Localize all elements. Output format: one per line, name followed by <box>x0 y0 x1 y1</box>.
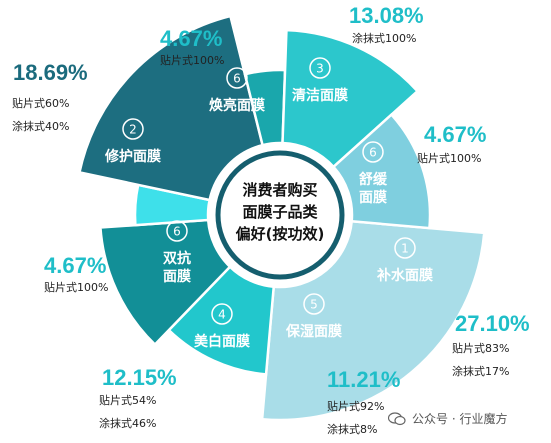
value-label-huanLiang: 4.67% <box>160 26 223 51</box>
pie-slice-1 <box>260 219 486 422</box>
rank-number: 6 <box>173 225 181 239</box>
detail-xiuHu-2: 涂抹式40% <box>12 120 70 133</box>
pie-slice-7 <box>281 28 420 169</box>
slice-name: 焕亮面膜 <box>209 97 265 114</box>
pie-slice-5 <box>77 14 265 202</box>
center-disk <box>210 145 350 285</box>
center-ring <box>215 150 345 280</box>
detail-meiBai-2: 涂抹式46% <box>99 417 157 430</box>
slice-name: 清洁面膜 <box>292 87 348 104</box>
wechat-icon <box>388 411 406 425</box>
detail-huanLiang-1: 贴片式100% <box>160 54 225 67</box>
rank-badge <box>394 237 416 259</box>
rank-badge <box>122 118 144 140</box>
center-title-line: 偏好(按功效) <box>236 225 325 243</box>
slice-name: 舒缓 <box>359 171 388 188</box>
detail-shuangKang-1: 贴片式100% <box>44 281 109 294</box>
rank-number: 4 <box>218 308 226 322</box>
value-label-shuHuan: 4.67% <box>424 122 487 147</box>
value-label-shuangKang: 4.67% <box>44 253 107 278</box>
detail-buShui-2: 涂抹式17% <box>452 365 510 378</box>
value-label-baoShi: 11.21% <box>327 367 401 392</box>
rank-badge <box>166 220 188 242</box>
slice-name: 美白面膜 <box>194 333 250 350</box>
slice-name: 补水面膜 <box>376 267 433 284</box>
detail-qingJie-1: 涂抹式100% <box>352 32 417 45</box>
rank-number: 6 <box>369 146 377 160</box>
detail-baoShi-1: 贴片式92% <box>327 400 385 413</box>
pie-slice-3 <box>99 218 232 347</box>
value-label-qingJie: 13.08% <box>349 3 424 28</box>
slice-name: 双抗 <box>163 250 191 267</box>
slice-name: 面膜 <box>359 189 387 206</box>
detail-xiuHu-1: 贴片式60% <box>12 97 70 110</box>
rank-badge <box>226 67 248 89</box>
detail-buShui-1: 贴片式83% <box>452 342 510 355</box>
slice-name: 保湿面膜 <box>285 323 342 340</box>
rank-badge <box>303 293 325 315</box>
rank-number: 2 <box>129 123 137 137</box>
value-label-meiBai: 12.15% <box>102 365 177 390</box>
pie-slice-8 <box>331 112 432 230</box>
detail-baoShi-2: 涂抹式8% <box>327 423 378 436</box>
value-label-xiuHu: 18.69% <box>13 60 88 85</box>
watermark-text: 公众号 · 行业魔方 <box>412 412 508 426</box>
rank-number: 3 <box>316 62 324 76</box>
rank-badge <box>309 57 331 79</box>
rank-number: 5 <box>310 298 318 312</box>
rank-number: 1 <box>401 242 409 256</box>
watermark: 公众号 · 行业魔方 <box>388 410 507 427</box>
rank-badge <box>211 303 233 325</box>
rank-badge <box>362 141 384 163</box>
slice-name: 面膜 <box>163 268 191 285</box>
rank-number: 6 <box>233 72 241 86</box>
center-title-line: 面膜子品类 <box>242 203 318 221</box>
detail-shuHuan-1: 贴片式100% <box>417 152 482 165</box>
value-label-buShui: 27.10% <box>455 311 530 336</box>
slice-name: 修护面膜 <box>104 148 161 165</box>
detail-meiBai-1: 贴片式54% <box>99 394 157 407</box>
center-title-line: 消费者购买 <box>242 181 317 199</box>
